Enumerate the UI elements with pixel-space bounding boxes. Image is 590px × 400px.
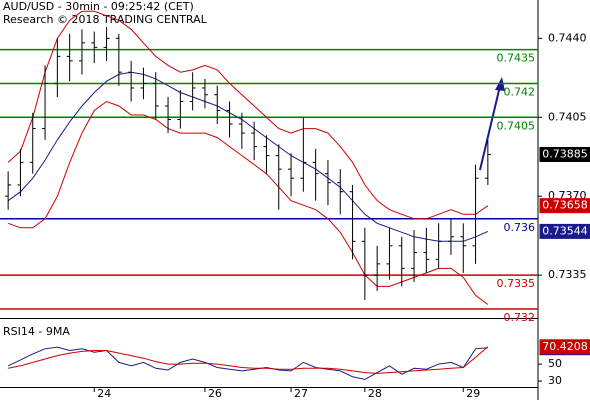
x-tick-label: 26 xyxy=(208,387,222,400)
x-tick-label: 28 xyxy=(368,387,382,400)
level-label: 0.7435 xyxy=(497,52,536,65)
forecast-arrow xyxy=(479,85,501,171)
level-label: 0.736 xyxy=(504,221,536,234)
y-tick-label: 0.7335 xyxy=(548,268,587,281)
indicator-line xyxy=(7,10,489,220)
value-box xyxy=(539,146,590,162)
indicator-line xyxy=(8,346,489,374)
x-tick-label: 29 xyxy=(466,387,480,400)
y-tick-label: 50 xyxy=(548,357,562,370)
level-label: 0.7335 xyxy=(497,277,536,290)
rsi-title: RSI14 - 9MA xyxy=(3,325,70,338)
value-box-label: 0.73658 xyxy=(542,199,588,212)
chart-title: AUD/USD - 30min - 09:25:42 (CET) xyxy=(3,0,194,13)
value-box xyxy=(539,339,590,355)
value-box xyxy=(539,198,590,214)
indicator-line xyxy=(7,71,489,242)
chart-subtitle: Research © 2018 TRADING CENTRAL xyxy=(3,13,208,26)
level-label: 0.732 xyxy=(504,311,536,324)
level-label: 0.742 xyxy=(504,85,536,98)
level-label: 0.7405 xyxy=(497,119,536,132)
x-tick-label: 24 xyxy=(97,387,111,400)
value-box-label: 0.73544 xyxy=(542,224,588,237)
value-box xyxy=(539,223,590,239)
value-box-label: 0.73885 xyxy=(542,147,588,160)
y-tick-label: 30 xyxy=(548,374,562,387)
indicator-line xyxy=(8,100,489,305)
value-box-label: 70.4208 xyxy=(542,340,588,353)
y-tick-label: 0.7440 xyxy=(548,31,587,44)
y-tick-label: 0.7405 xyxy=(548,110,587,123)
x-tick-label: 27 xyxy=(294,387,308,400)
